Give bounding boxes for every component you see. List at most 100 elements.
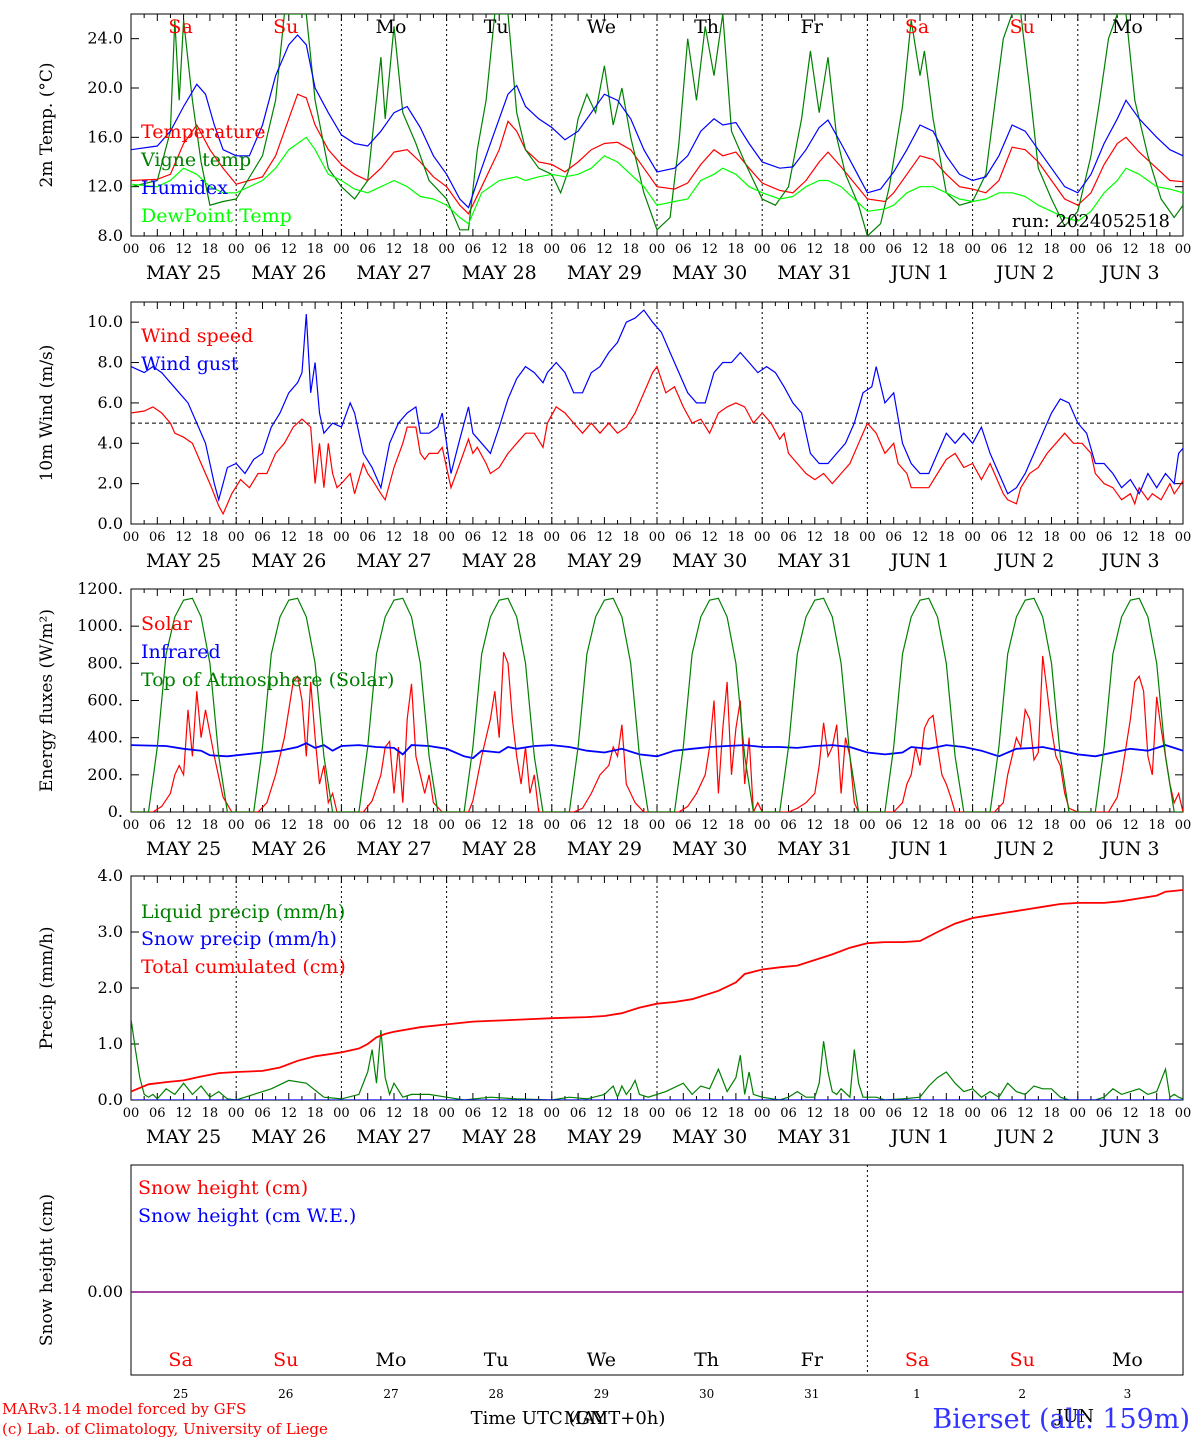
x-date-label: MAY 26 <box>251 262 326 284</box>
x-hour-label: 18 <box>1148 818 1165 833</box>
x-hour-label: 18 <box>728 530 745 545</box>
y-tick-label: 200. <box>87 765 123 784</box>
y-axis-label: 10m Wind (m/s) <box>37 345 57 482</box>
x-hour-label: 18 <box>1148 242 1165 257</box>
x-hour-label: 00 <box>649 242 666 257</box>
x-date-label: MAY 27 <box>356 1126 431 1148</box>
x-hour-label: 00 <box>544 818 561 833</box>
y-tick-label: 0.0 <box>98 1090 123 1109</box>
x-hour-label: 00 <box>649 818 666 833</box>
x-hour-label: 06 <box>254 818 271 833</box>
x-hour-label: 12 <box>701 242 718 257</box>
x-hour-label: 18 <box>1043 1106 1060 1121</box>
x-hour-label: 12 <box>912 1106 929 1121</box>
station-label: Bierset (alt. 159m) <box>932 1404 1190 1435</box>
x-hour-label: 18 <box>938 818 955 833</box>
x-hour-label: 00 <box>1175 818 1192 833</box>
legend-entry: DewPoint Temp <box>141 205 292 227</box>
x-hour-label: 00 <box>438 530 455 545</box>
weekday-label-bottom: Tu <box>484 1349 509 1371</box>
x-hour-label: 18 <box>517 818 534 833</box>
weekday-label-bottom: Fr <box>801 1349 824 1371</box>
x-hour-label: 00 <box>1175 530 1192 545</box>
weekday-label-top: Tu <box>484 16 509 38</box>
x-hour-label: 18 <box>412 242 429 257</box>
x-date-label: JUN 1 <box>889 262 949 284</box>
y-tick-label: 800. <box>87 653 123 672</box>
x-date-label: MAY 28 <box>462 262 537 284</box>
y-tick-label: 8.0 <box>98 353 123 372</box>
x-hour-label: 00 <box>964 242 981 257</box>
x-date-label: MAY 30 <box>672 550 747 572</box>
x-hour-label: 18 <box>1043 242 1060 257</box>
bottom-day-number: 2 <box>1018 1387 1026 1401</box>
y-tick-label: 1200. <box>77 579 123 598</box>
x-hour-label: 12 <box>1122 530 1139 545</box>
x-hour-label: 12 <box>701 530 718 545</box>
x-hour-label: 00 <box>754 242 771 257</box>
x-hour-label: 00 <box>859 242 876 257</box>
y-tick-label: 2.0 <box>98 978 123 997</box>
x-date-label: MAY 31 <box>777 262 852 284</box>
x-date-label: JUN 1 <box>889 838 949 860</box>
x-hour-label: 06 <box>149 818 166 833</box>
precip-panel: 0.0 1.0 2.0 3.0 4.0 Precip (mm/h) Liquid preci… <box>37 866 1191 1148</box>
x-hour-label: 12 <box>175 818 192 833</box>
x-hour-label: 00 <box>123 530 140 545</box>
legend-entry: Snow precip (mm/h) <box>141 928 337 950</box>
x-date-label: JUN 1 <box>889 1126 949 1148</box>
series-group <box>131 309 1183 516</box>
x-date-label: MAY 28 <box>462 1126 537 1148</box>
weekday-label-top: Mo <box>1112 16 1143 38</box>
weekday-label-bottom: Mo <box>1112 1349 1143 1371</box>
x-date-label: JUN 2 <box>994 550 1054 572</box>
x-hour-label: 06 <box>885 1106 902 1121</box>
x-hour-label: 00 <box>859 818 876 833</box>
y-tick-label: 10.0 <box>87 312 123 331</box>
weekday-label-top: Th <box>694 16 719 38</box>
x-hour-label: 00 <box>754 530 771 545</box>
x-date-label: MAY 29 <box>567 1126 642 1148</box>
x-hour-label: 18 <box>307 1106 324 1121</box>
x-hour-label: 12 <box>912 242 929 257</box>
energy-panel: 0. 200. 400. 600. 800. 1000. 1200. Energy fluxe… <box>37 579 1191 860</box>
x-hour-label: 06 <box>1096 1106 1113 1121</box>
series-line-temperature <box>131 93 1183 215</box>
x-hour-label: 18 <box>833 818 850 833</box>
x-hour-label: 18 <box>622 1106 639 1121</box>
x-hour-label: 00 <box>228 818 245 833</box>
x-hour-label: 06 <box>675 1106 692 1121</box>
bottom-day-number: 25 <box>173 1387 188 1401</box>
x-date-label: MAY 30 <box>672 262 747 284</box>
x-hour-label: 18 <box>728 818 745 833</box>
series-line-solar <box>131 651 1183 812</box>
x-hour-label: 06 <box>359 818 376 833</box>
x-hour-label: 06 <box>465 530 482 545</box>
x-hour-label: 18 <box>833 530 850 545</box>
x-hour-label: 06 <box>991 530 1008 545</box>
bottom-day-number: 27 <box>383 1387 398 1401</box>
x-hour-label: 06 <box>780 530 797 545</box>
x-hour-label: 12 <box>281 1106 298 1121</box>
x-date-label: MAY 25 <box>146 1126 221 1148</box>
weekday-label-bottom: Sa <box>168 1349 192 1371</box>
x-hour-label: 06 <box>465 1106 482 1121</box>
x-date-label: MAY 31 <box>777 550 852 572</box>
x-hour-label: 18 <box>728 1106 745 1121</box>
series-line-wind-gust <box>131 309 1183 503</box>
y-tick-label: 3.0 <box>98 922 123 941</box>
x-hour-label: 00 <box>754 818 771 833</box>
weekday-label-bottom: Su <box>273 1349 298 1371</box>
x-hour-label: 00 <box>754 1106 771 1121</box>
x-hour-label: 12 <box>175 242 192 257</box>
x-hour-label: 00 <box>123 1106 140 1121</box>
weekday-label-bottom: Su <box>1010 1349 1035 1371</box>
x-hour-label: 12 <box>807 818 824 833</box>
x-hour-label: 00 <box>228 242 245 257</box>
x-date-label: JUN 2 <box>994 262 1054 284</box>
x-date-label: MAY 29 <box>567 262 642 284</box>
x-hour-label: 12 <box>701 818 718 833</box>
x-hour-label: 06 <box>359 1106 376 1121</box>
x-date-label: MAY 26 <box>251 550 326 572</box>
